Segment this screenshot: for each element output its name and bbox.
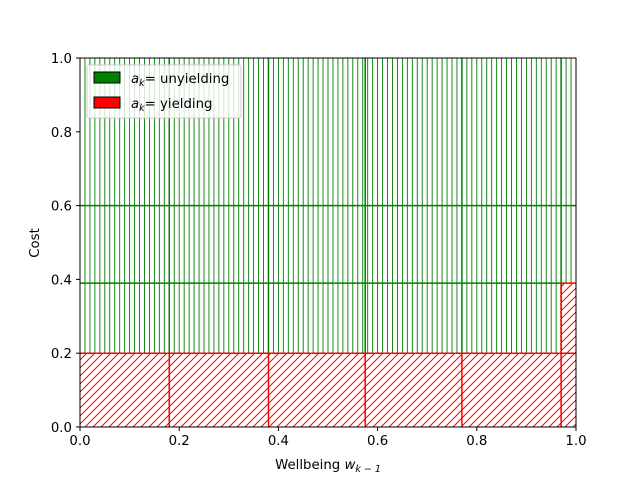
plot-area: 0.0 0.2 0.4 0.6 0.8 1.0 0.0 0.2 0.4 0.6 0.8 1.0	[51, 52, 587, 449]
x-tick-label: 0.8	[466, 434, 487, 449]
legend-swatch-yielding	[93, 96, 121, 109]
axes-frame	[79, 57, 577, 428]
y-tick-label: 0.0	[51, 421, 72, 436]
x-tick-label: 1.0	[565, 434, 586, 449]
legend-frame	[86, 64, 242, 119]
legend-label-yielding: ak= yielding	[131, 97, 212, 114]
y-tick-label: 0.4	[51, 273, 72, 288]
x-tick-label: 0.6	[367, 434, 388, 449]
x-tick-label: 0.0	[69, 434, 90, 449]
legend: ak= unyielding ak= yielding	[86, 64, 242, 119]
y-axis-label: Cost	[28, 228, 43, 258]
x-tick-label: 0.4	[268, 434, 289, 449]
y-tick-label: 1.0	[51, 52, 72, 67]
yielding-region-0	[79, 352, 562, 428]
y-tick-label: 0.2	[51, 347, 72, 362]
legend-label-unyielding: ak= unyielding	[131, 72, 229, 89]
y-tick-label: 0.8	[51, 126, 72, 141]
yielding-region-1	[560, 282, 577, 428]
x-tick-label: 0.2	[169, 434, 190, 449]
unyielding-region-1	[560, 58, 577, 284]
legend-swatch-unyielding	[93, 71, 121, 84]
x-axis-label: Wellbeing wk − 1	[275, 458, 381, 475]
y-tick-label: 0.6	[51, 200, 72, 215]
